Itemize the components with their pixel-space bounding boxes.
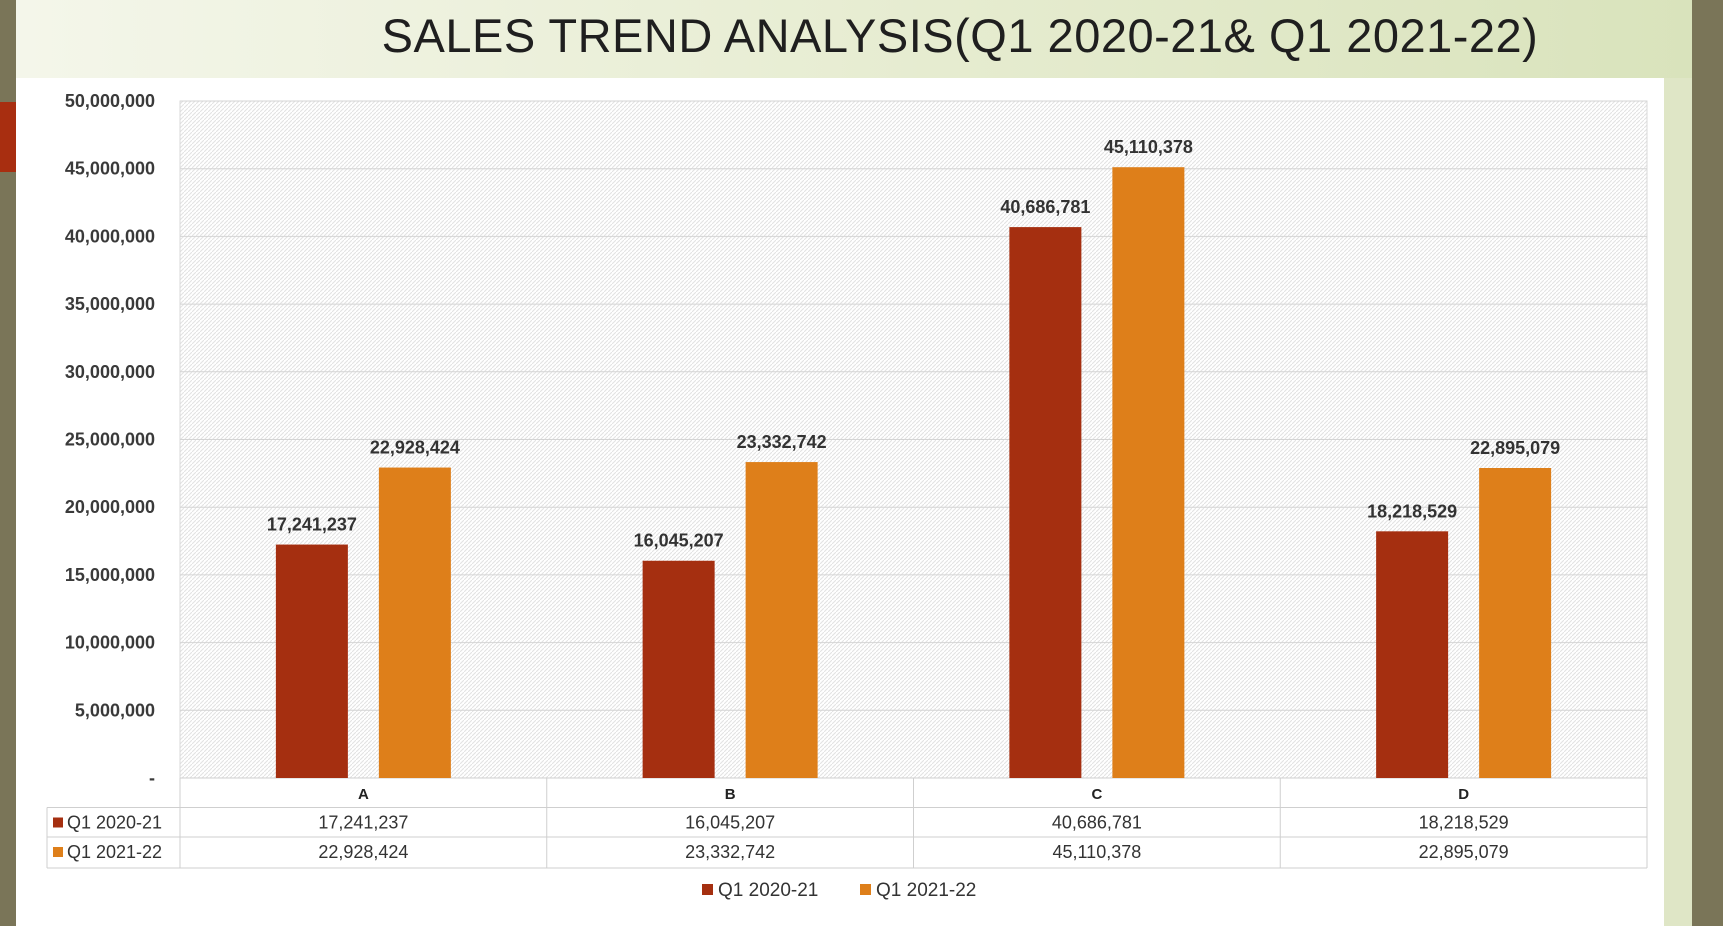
x-tick-label: A [358, 786, 369, 803]
y-tick-label: 15,000,000 [65, 565, 155, 585]
data-label: 45,110,378 [1104, 137, 1193, 157]
bar [1009, 227, 1082, 779]
legend-label: Q1 2021-22 [876, 880, 976, 901]
data-label: 23,332,742 [737, 432, 827, 452]
table-cell: 22,928,424 [318, 842, 408, 862]
bar [1112, 167, 1185, 779]
legend-swatch [860, 884, 871, 895]
bar [378, 467, 451, 778]
table-legend-key [53, 847, 63, 857]
data-label: 22,895,079 [1470, 438, 1560, 458]
bar [1376, 531, 1449, 778]
y-tick-label: 40,000,000 [65, 226, 155, 246]
bar [275, 544, 348, 778]
y-tick-label: 20,000,000 [65, 497, 155, 517]
data-label: 22,928,424 [370, 438, 460, 458]
table-cell: 40,686,781 [1052, 813, 1142, 833]
data-label: 40,686,781 [1000, 197, 1090, 217]
data-label: 17,241,237 [267, 515, 357, 535]
data-label: 16,045,207 [634, 531, 724, 551]
bar [1479, 468, 1552, 778]
y-tick-label: 35,000,000 [65, 294, 155, 314]
table-cell: 18,218,529 [1419, 813, 1509, 833]
bar [642, 560, 715, 778]
table-cell: 45,110,378 [1052, 842, 1141, 862]
x-tick-label: D [1458, 786, 1469, 803]
table-cell: 23,332,742 [685, 842, 775, 862]
y-tick-label: - [149, 768, 155, 788]
table-cell: 22,895,079 [1419, 842, 1509, 862]
bar [745, 462, 818, 778]
slide-accent-bar [0, 102, 16, 172]
table-legend-key [53, 817, 63, 828]
slide-title: SALES TREND ANALYSIS(Q1 2020-21& Q1 2021… [381, 9, 1539, 62]
legend-swatch [702, 884, 713, 895]
y-tick-label: 5,000,000 [75, 700, 155, 720]
y-tick-label: 50,000,000 [65, 91, 155, 111]
legend-label: Q1 2020-21 [718, 880, 818, 901]
table-series-label: Q1 2021-22 [67, 842, 162, 862]
table-cell: 16,045,207 [685, 813, 775, 833]
x-tick-label: C [1091, 786, 1102, 803]
y-tick-label: 30,000,000 [65, 362, 155, 382]
x-tick-label: B [725, 786, 736, 803]
table-cell: 17,241,237 [318, 813, 408, 833]
y-tick-label: 45,000,000 [65, 159, 155, 179]
slide-right-band [1664, 78, 1692, 926]
table-series-label: Q1 2020-21 [67, 813, 162, 833]
y-tick-label: 10,000,000 [65, 633, 155, 653]
data-label: 18,218,529 [1367, 501, 1457, 521]
y-tick-label: 25,000,000 [65, 430, 155, 450]
slide-title-band [16, 0, 1692, 78]
